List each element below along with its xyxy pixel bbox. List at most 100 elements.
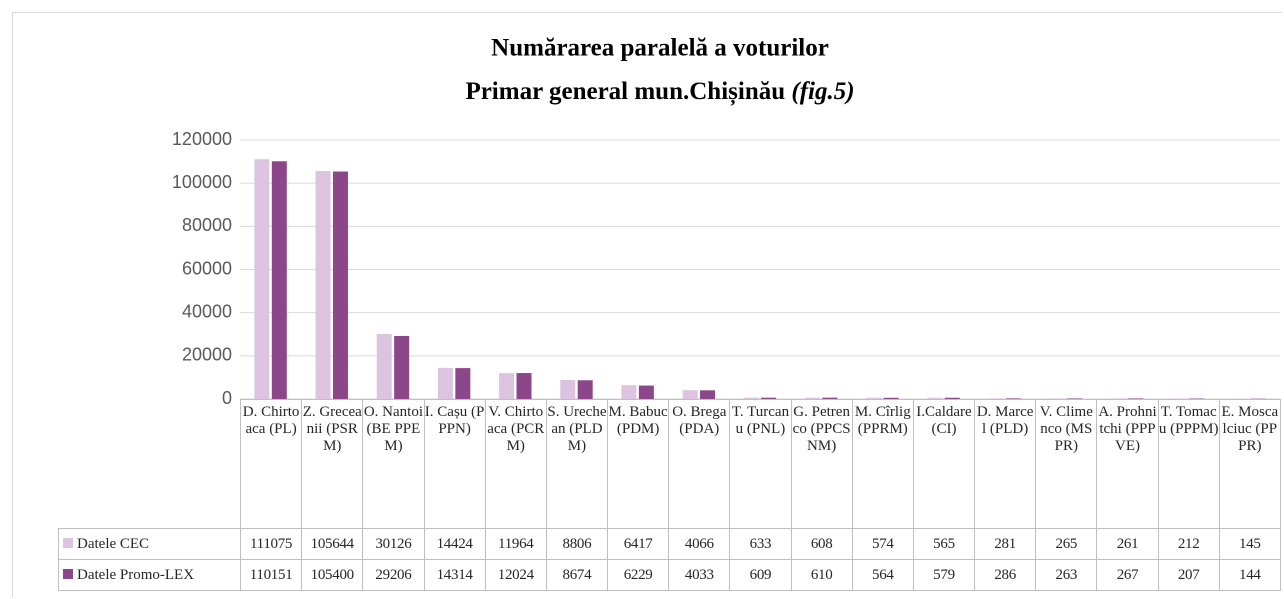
category-label: E. Moscalciuc (PPPR) [1218,399,1281,529]
row-header: Datele CEC [58,528,241,560]
bar [577,380,593,399]
legend-key [63,537,73,548]
value-cell: 4033 [668,559,731,591]
bar [315,170,331,399]
category-label: V. Chirtoaca (PCRM) [484,399,547,529]
y-tick-label: 20000 [182,345,232,365]
bar [1110,398,1126,399]
bar [621,385,637,399]
bar [883,397,899,399]
category-label: V. Climenco (MSPR) [1035,399,1098,529]
legend-key [63,568,73,579]
category-label: D. Marcel (PLD) [974,399,1037,529]
value-cell: 8806 [545,528,609,560]
y-tick-label: 100000 [172,172,232,192]
category-label: Z. Greceanii (PSRM) [301,399,364,529]
value-cell: 6417 [607,528,670,560]
value-cell: 565 [912,528,976,560]
bar [376,333,392,399]
y-tick-label: 40000 [182,301,232,321]
value-cell: 14424 [423,528,486,560]
bar [682,390,698,399]
bar [700,390,716,399]
y-tick-label: 80000 [182,215,232,235]
bar [271,161,287,399]
value-cell: 574 [851,528,914,560]
row-header: Datele Promo-LEX [58,559,241,591]
value-cell: 11964 [484,528,547,560]
bar [1049,398,1065,399]
value-cell: 286 [974,559,1037,591]
chart-title: Numărarea paralelă a voturilor [491,35,829,62]
category-label: T. Tomacu (PPPM) [1157,399,1220,529]
bar [254,159,270,399]
bar [1067,398,1083,399]
bar [516,373,532,399]
category-label: A. Prohnitchi (PPPVE) [1096,399,1159,529]
bar [455,368,471,399]
bar [332,171,348,399]
value-cell: 267 [1096,559,1159,591]
value-cell: 12024 [484,559,547,591]
bar [866,397,882,399]
table-corner [58,399,241,529]
bar [499,373,515,399]
bar [437,367,453,399]
category-label: I.Caldare (CI) [912,399,976,529]
value-cell: 263 [1035,559,1098,591]
subtitle-text: Primar general mun.Chișinău [465,78,785,106]
bar [560,379,576,399]
value-cell: 145 [1218,528,1281,560]
bar [1005,398,1021,399]
bar [394,335,410,399]
value-cell: 281 [974,528,1037,560]
subtitle-note: (fig.5) [791,78,854,105]
chart-frame [12,12,1282,597]
category-label: O. Brega (PDA) [668,399,731,529]
value-cell: 633 [729,528,792,560]
category-label: I. Cașu (PPPN) [423,399,486,529]
category-label: M. Babuc (PDM) [607,399,670,529]
bar [927,397,943,399]
series-row: Datele CEC 111075 105644 30126 14424 11964 880… [58,528,1281,560]
bar [743,397,759,399]
category-row: D. Chirtoaca (PL) Z. Greceanii (PSRM) O. N… [58,399,1281,529]
category-label: T. Turcanu (PNL) [729,399,792,529]
value-cell: 29206 [362,559,425,591]
y-tick-label: 0 [222,388,232,408]
bar [1128,398,1144,399]
value-cell: 608 [790,528,853,560]
value-cell: 105400 [301,559,364,591]
legend-label: Datele Promo-LEX [77,566,195,583]
value-cell: 610 [790,559,853,591]
bar [822,397,838,399]
value-cell: 4066 [668,528,731,560]
value-cell: 564 [851,559,914,591]
category-label: D. Chirtoaca (PL) [239,399,303,529]
value-cell: 144 [1218,559,1281,591]
value-cell: 579 [912,559,976,591]
bar [761,397,777,399]
bar [944,397,960,399]
value-cell: 111075 [239,528,303,560]
value-cell: 609 [729,559,792,591]
series-row: Datele Promo-LEX 110151 105400 29206 14314 12… [58,559,1281,591]
bar [804,397,820,399]
value-cell: 8674 [545,559,609,591]
bar [988,398,1004,399]
value-cell: 207 [1157,559,1220,591]
y-tick-label: 120000 [172,129,232,149]
value-cell: 6229 [607,559,670,591]
value-cell: 14314 [423,559,486,591]
value-cell: 261 [1096,528,1159,560]
category-label: S. Urechean (PLDM) [545,399,609,529]
value-cell: 212 [1157,528,1220,560]
category-label: G. Petrenco (PPCSNM) [790,399,853,529]
category-label: O. Nantoi (BE PPEM) [362,399,425,529]
chart-subtitle: Primar general mun.Chișinău (fig.5) [465,78,854,106]
category-label: M. Cîrlig (PPRM) [851,399,914,529]
y-tick-label: 60000 [182,258,232,278]
bar [638,385,654,399]
